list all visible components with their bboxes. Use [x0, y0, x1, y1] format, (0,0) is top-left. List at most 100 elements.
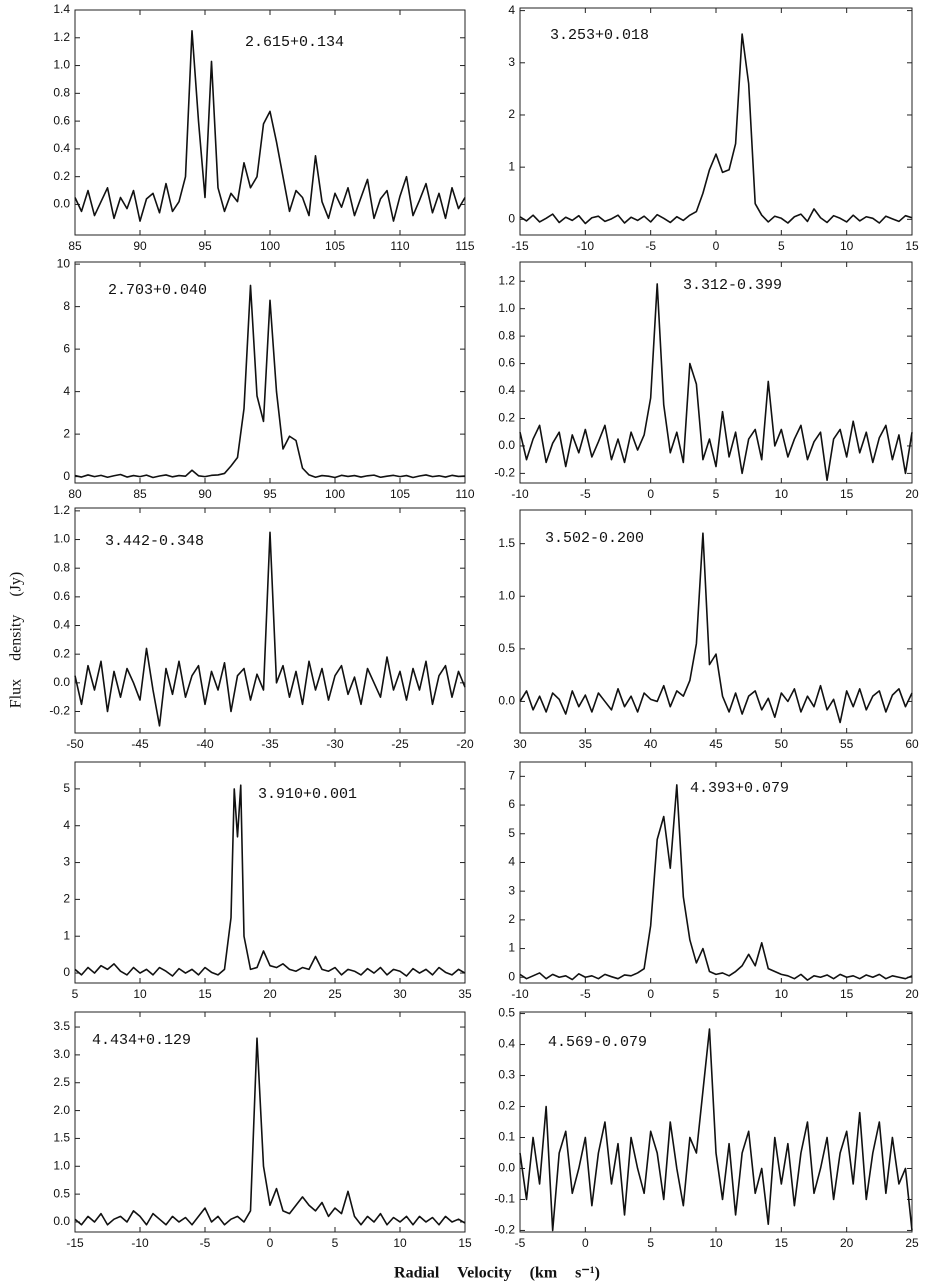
y-tick-label: 4	[63, 384, 70, 398]
x-tick-label: 85	[133, 487, 147, 501]
x-tick-label: 10	[775, 987, 789, 1001]
x-tick-label: 10	[393, 1236, 407, 1250]
y-tick-label: 5	[508, 826, 515, 840]
y-tick-label: 1	[63, 928, 70, 942]
x-tick-label: 0	[647, 987, 654, 1001]
y-tick-label: 2	[63, 892, 70, 906]
source-label: 4.434+0.129	[92, 1032, 191, 1049]
source-label: 2.703+0.040	[108, 282, 207, 299]
y-tick-label: -0.2	[494, 466, 515, 480]
x-tick-label: -5	[645, 239, 656, 253]
x-tick-label: 10	[133, 987, 147, 1001]
x-tick-label: 15	[198, 987, 212, 1001]
y-axis-label: Flux density (Jy)	[8, 572, 25, 708]
x-tick-label: 20	[263, 987, 277, 1001]
x-axis-label: Radial Velocity (km s⁻¹)	[394, 1265, 600, 1282]
y-tick-label: 0	[508, 212, 515, 226]
y-tick-label: 2.0	[53, 1103, 70, 1117]
x-tick-label: 5	[778, 239, 785, 253]
spectrum-line	[74, 30, 466, 222]
y-tick-label: 1	[508, 941, 515, 955]
y-tick-label: 1.4	[53, 2, 70, 16]
spectrum-line	[74, 784, 466, 977]
y-tick-label: 0	[63, 965, 70, 979]
y-tick-label: 1.0	[53, 1158, 70, 1172]
y-tick-label: 1.5	[53, 1131, 70, 1145]
y-tick-label: 2.5	[53, 1075, 70, 1089]
x-tick-label: 55	[840, 737, 854, 751]
x-tick-label: -25	[391, 737, 409, 751]
y-tick-label: 0.4	[53, 618, 70, 632]
y-tick-label: 0.0	[498, 694, 515, 708]
x-tick-label: 110	[390, 239, 409, 253]
x-tick-label: 15	[458, 1236, 472, 1250]
y-tick-label: 0.8	[53, 86, 70, 100]
y-tick-label: 3.5	[53, 1019, 70, 1033]
y-tick-label: 0.0	[53, 1214, 70, 1228]
y-tick-label: 10	[57, 256, 71, 270]
x-tick-label: 105	[325, 239, 345, 253]
x-tick-label: 25	[905, 1236, 919, 1250]
x-tick-label: 0	[713, 239, 720, 253]
x-tick-label: 60	[905, 737, 919, 751]
y-tick-label: 0	[508, 969, 515, 983]
x-tick-label: -5	[200, 1236, 211, 1250]
x-tick-label: 105	[390, 487, 410, 501]
y-tick-label: 0.5	[498, 641, 515, 655]
y-tick-label: 0.2	[498, 411, 515, 425]
x-tick-label: 5	[713, 987, 720, 1001]
x-tick-label: 0	[582, 1236, 589, 1250]
x-tick-label: 85	[68, 239, 82, 253]
y-tick-label: 1.0	[498, 301, 515, 315]
y-tick-label: 3	[508, 883, 515, 897]
x-tick-label: -5	[515, 1236, 526, 1250]
y-tick-label: 1.2	[53, 503, 70, 517]
source-label: 3.253+0.018	[550, 27, 649, 44]
source-label: 2.615+0.134	[245, 34, 344, 51]
x-tick-label: -15	[66, 1236, 84, 1250]
y-tick-label: 1.2	[53, 30, 70, 44]
x-tick-label: -5	[580, 487, 591, 501]
x-tick-label: 15	[840, 487, 854, 501]
spectrum-line	[74, 531, 466, 727]
source-label: 3.442-0.348	[105, 533, 204, 550]
spectrum-line	[519, 784, 913, 981]
x-tick-label: 80	[68, 487, 82, 501]
x-tick-label: 40	[644, 737, 658, 751]
x-tick-label: 90	[198, 487, 212, 501]
y-tick-label: 4	[63, 818, 70, 832]
x-tick-label: -10	[511, 487, 529, 501]
x-tick-label: 20	[905, 987, 919, 1001]
x-tick-label: 35	[579, 737, 593, 751]
x-tick-label: 30	[513, 737, 527, 751]
y-tick-label: 0.4	[498, 383, 515, 397]
x-tick-label: 10	[840, 239, 854, 253]
x-tick-label: 115	[455, 239, 474, 253]
x-tick-label: 0	[647, 487, 654, 501]
x-tick-label: 90	[133, 239, 147, 253]
x-tick-label: -45	[131, 737, 149, 751]
y-tick-label: 0.5	[498, 1006, 515, 1020]
y-tick-label: 0.2	[53, 646, 70, 660]
source-label: 3.312-0.399	[683, 277, 782, 294]
y-tick-label: 0.0	[53, 675, 70, 689]
y-tick-label: 3	[63, 855, 70, 869]
x-tick-label: -10	[131, 1236, 149, 1250]
source-label: 4.569-0.079	[548, 1034, 647, 1051]
source-label: 3.910+0.001	[258, 786, 357, 803]
y-tick-label: 0.8	[53, 560, 70, 574]
x-tick-label: 95	[198, 239, 212, 253]
y-tick-label: -0.2	[49, 704, 70, 718]
x-tick-label: 45	[709, 737, 723, 751]
y-tick-label: 2	[63, 426, 70, 440]
y-tick-label: 0.6	[53, 589, 70, 603]
x-tick-label: -10	[511, 987, 529, 1001]
x-tick-label: 100	[325, 487, 345, 501]
x-tick-label: 35	[458, 987, 472, 1001]
y-tick-label: 0.0	[53, 197, 70, 211]
x-tick-label: 50	[775, 737, 789, 751]
y-tick-label: 0.3	[498, 1068, 515, 1082]
x-tick-label: 0	[267, 1236, 274, 1250]
x-tick-label: -20	[456, 737, 474, 751]
